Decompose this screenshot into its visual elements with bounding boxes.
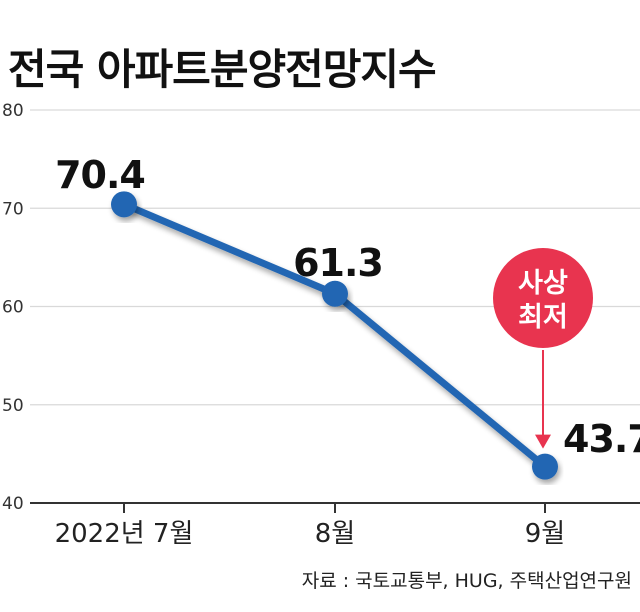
y-tick-label: 50 <box>2 396 24 416</box>
y-tick-label: 60 <box>2 298 24 318</box>
data-point <box>111 191 137 218</box>
y-tick-label: 70 <box>2 199 24 219</box>
x-tick-label: 8월 <box>315 519 355 549</box>
data-label: 43.7 <box>563 417 640 461</box>
data-point <box>532 453 558 480</box>
annotation-text-line2: 최저 <box>518 302 568 333</box>
source-note: 자료 : 국토교통부, HUG, 주택산업연구원 <box>301 570 632 592</box>
chart-title: 전국 아파트분양전망지수 <box>8 45 437 94</box>
y-tick-label: 40 <box>2 494 24 514</box>
data-point <box>322 280 348 307</box>
y-tick-label: 80 <box>2 101 24 121</box>
annotation-badge <box>493 248 593 348</box>
data-label: 61.3 <box>293 241 383 285</box>
data-label: 70.4 <box>55 153 145 197</box>
x-tick-label: 2022년 7월 <box>55 519 194 549</box>
annotation-arrowhead <box>535 434 551 449</box>
annotation-text-line1: 사상 <box>518 268 568 299</box>
x-tick-label: 9월 <box>525 519 565 549</box>
